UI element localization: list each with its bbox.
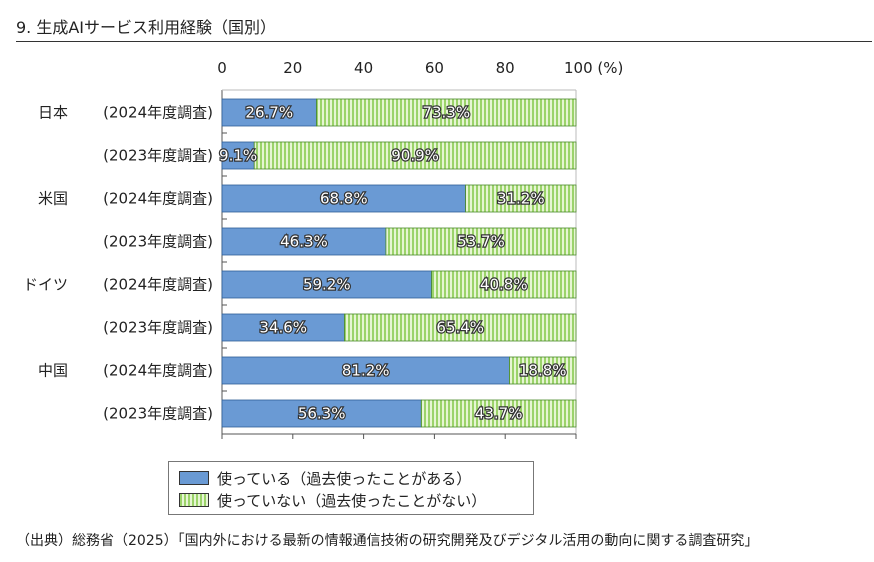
bar-used [221, 313, 345, 342]
bar-used [221, 227, 387, 256]
data-label-used: 9.1% [219, 147, 257, 165]
legend-item-not-used: 使っていない（過去使ったことがない） [179, 490, 486, 510]
bar-not-used [465, 184, 577, 213]
data-label-not-used: 73.3% [422, 104, 470, 122]
data-label-used: 68.8% [320, 190, 368, 208]
data-label-used: 26.7% [245, 104, 293, 122]
data-label-not-used: 90.9% [391, 147, 439, 165]
data-label-not-used: 65.4% [436, 319, 484, 337]
x-tick-label: 80 [496, 59, 515, 77]
category-country-label: 中国 [38, 362, 68, 380]
data-label-used: 56.3% [298, 405, 346, 423]
x-tick-label: 100 (%) [564, 59, 623, 77]
x-tick-label: 40 [354, 59, 373, 77]
legend-label-not-used: 使っていない（過去使ったことがない） [217, 491, 487, 510]
data-label-used: 34.6% [259, 319, 307, 337]
bar-used [221, 184, 466, 213]
data-label-not-used: 40.8% [480, 276, 528, 294]
bar-not-used [420, 399, 577, 428]
legend-item-used: 使っている（過去使ったことがある） [179, 468, 471, 488]
bar-not-used [385, 227, 577, 256]
data-label-used: 81.2% [342, 362, 390, 380]
bar-used [221, 98, 317, 127]
category-survey-label: (2024年度調査) [103, 190, 213, 208]
legend-swatch-used [179, 471, 209, 485]
source-note: （出典）総務省（2025）「国内外における最新の情報通信技術の研究開発及びデジタ… [16, 533, 759, 549]
x-tick-label: 20 [283, 59, 302, 77]
data-label-not-used: 53.7% [457, 233, 505, 251]
data-label-not-used: 31.2% [497, 190, 545, 208]
category-country-label: 米国 [38, 190, 68, 208]
data-label-not-used: 43.7% [475, 405, 523, 423]
x-tick-label: 60 [425, 59, 444, 77]
bar-not-used [509, 356, 577, 385]
data-label-used: 46.3% [280, 233, 328, 251]
legend-label-used: 使っている（過去使ったことがある） [217, 469, 472, 488]
chart-legend: 使っている（過去使ったことがある） 使っていない（過去使ったことがない） [168, 461, 534, 515]
category-survey-label: (2024年度調査) [103, 104, 213, 122]
bar-used [221, 270, 432, 299]
bar-used [221, 141, 255, 170]
chart-title: 9. 生成AIサービス利用経験（国別） [16, 18, 277, 37]
category-survey-label: (2024年度調査) [103, 276, 213, 294]
title-divider [16, 41, 872, 42]
category-survey-label: (2023年度調査) [103, 233, 213, 251]
category-survey-label: (2023年度調査) [103, 319, 213, 337]
data-label-used: 59.2% [303, 276, 351, 294]
category-survey-label: (2024年度調査) [103, 362, 213, 380]
bar-not-used [431, 270, 577, 299]
category-survey-label: (2023年度調査) [103, 147, 213, 165]
category-country-label: ドイツ [23, 276, 68, 294]
bar-not-used [344, 313, 577, 342]
legend-swatch-not-used [179, 493, 209, 507]
category-country-label: 日本 [38, 104, 68, 122]
x-tick-label: 0 [217, 59, 227, 77]
category-survey-label: (2023年度調査) [103, 405, 213, 423]
data-label-not-used: 18.8% [519, 362, 567, 380]
bar-not-used [316, 98, 577, 127]
bar-not-used [253, 141, 577, 170]
